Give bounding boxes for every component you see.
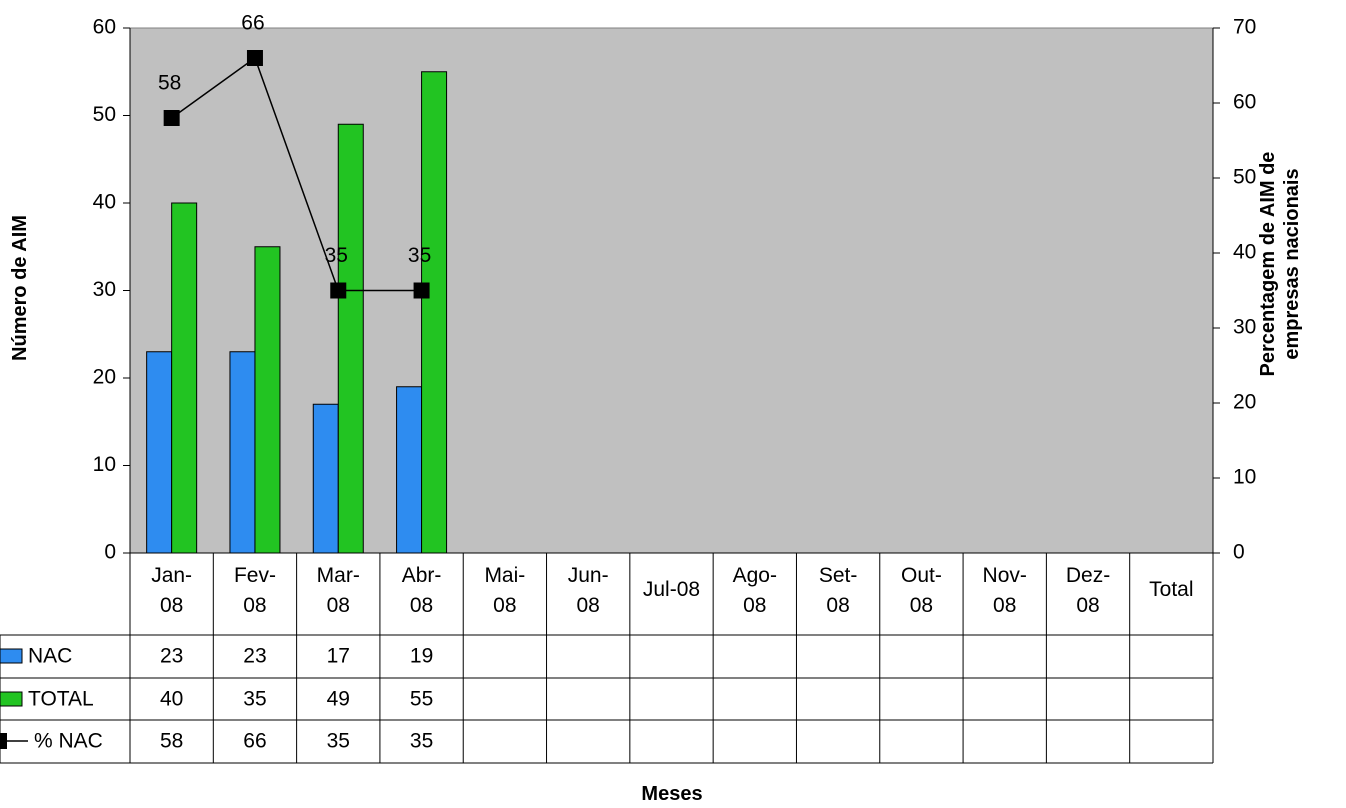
- bar: [421, 71, 448, 554]
- x-tick-label: Fev-08: [233, 564, 276, 617]
- y2-tick-label: 20: [1233, 391, 1256, 414]
- y-tick-label: 60: [93, 16, 116, 39]
- x-tick-label: Mar-08: [316, 564, 360, 617]
- y2-tick-label: 70: [1233, 16, 1256, 39]
- y2-axis-title: Percentagem de AIM de empresas nacionais: [1257, 151, 1303, 377]
- x-tick-label: Abr-08: [401, 564, 442, 617]
- bar: [171, 202, 198, 554]
- legend-key: [0, 648, 23, 664]
- y-tick-label: 20: [93, 366, 116, 389]
- marker: [246, 50, 263, 66]
- x-tick-cell: Abr-08: [401, 564, 442, 617]
- y2-tick-label: 50: [1233, 166, 1256, 189]
- x-tick-label: Jun-08: [567, 564, 609, 617]
- y2-tick-label: 30: [1233, 316, 1256, 339]
- y-tick-label: 40: [93, 191, 116, 214]
- bar: [312, 403, 339, 554]
- legend-label: NAC: [28, 645, 72, 668]
- x-tick-label: Jan-08: [151, 564, 193, 617]
- y2-tick-label: 0: [1233, 541, 1245, 564]
- data-label: 35: [325, 244, 348, 267]
- x-tick-cell: Total: [1149, 578, 1194, 601]
- x-tick-label: Ago-08: [732, 564, 777, 617]
- x-tick-cell: Jun-08: [567, 564, 609, 617]
- x-tick-cell: Jan-08: [151, 564, 193, 617]
- x-tick-cell: Out-08: [900, 564, 942, 617]
- x-tick-cell: Mar-08: [316, 564, 360, 617]
- legend-label: % NAC: [34, 730, 103, 753]
- x-tick-label: Set-08: [818, 564, 858, 617]
- y-axis-title: Número de AIM: [9, 215, 31, 361]
- table-cell: 35: [410, 730, 433, 753]
- bar: [229, 351, 256, 554]
- marker: [163, 110, 180, 126]
- line: [171, 56, 422, 292]
- x-tick-cell: Nov-08: [982, 564, 1027, 617]
- y-tick-label: 50: [93, 103, 116, 126]
- table-cell: 49: [327, 688, 350, 711]
- y-tick-label: 10: [93, 453, 116, 476]
- x-tick-cell: Mai-08: [484, 564, 526, 617]
- x-tick-label: Total: [1149, 578, 1194, 601]
- table-cell: 23: [160, 645, 183, 668]
- y-tick-label: 0: [104, 541, 116, 564]
- table-cell: 35: [327, 730, 350, 753]
- plot-area: [129, 27, 1214, 554]
- x-tick-label: Out-08: [900, 564, 942, 617]
- x-tick-cell: Dez-08: [1065, 564, 1111, 617]
- table-cell: 35: [243, 688, 266, 711]
- y2-tick-label: 10: [1233, 466, 1256, 489]
- x-tick-cell: Fev-08: [233, 564, 276, 617]
- bar: [396, 386, 423, 554]
- y2-tick-label: 40: [1233, 241, 1256, 264]
- data-label: 35: [408, 244, 431, 267]
- y2-tick-label: 60: [1233, 91, 1256, 114]
- x-tick-cell: Ago-08: [732, 564, 777, 617]
- x-tick-cell: Jul-08: [642, 578, 701, 601]
- x-tick-label: Nov-08: [982, 564, 1027, 617]
- data-label: 58: [158, 72, 181, 95]
- marker: [413, 282, 430, 299]
- y-tick-label: 30: [93, 278, 116, 301]
- x-tick-label: Dez-08: [1065, 564, 1111, 617]
- table-cell: 19: [410, 645, 433, 668]
- table-cell: 40: [160, 688, 183, 711]
- x-tick-cell: Set-08: [818, 564, 858, 617]
- x-axis-title: Meses: [641, 783, 703, 805]
- legend-label: TOTAL: [28, 688, 94, 711]
- data-label: 66: [241, 12, 264, 35]
- bar: [254, 246, 281, 554]
- marker: [330, 282, 347, 299]
- table-cell: 66: [243, 730, 266, 753]
- x-tick-label: Mai-08: [484, 564, 526, 617]
- table-cell: 55: [410, 688, 433, 711]
- x-tick-label: Jul-08: [642, 578, 701, 601]
- bar: [146, 351, 173, 554]
- bar: [337, 123, 364, 554]
- legend-key: [0, 691, 23, 707]
- table-cell: 23: [243, 645, 266, 668]
- table-cell: 17: [327, 645, 350, 668]
- table-cell: 58: [160, 730, 183, 753]
- legend-key: [0, 733, 7, 749]
